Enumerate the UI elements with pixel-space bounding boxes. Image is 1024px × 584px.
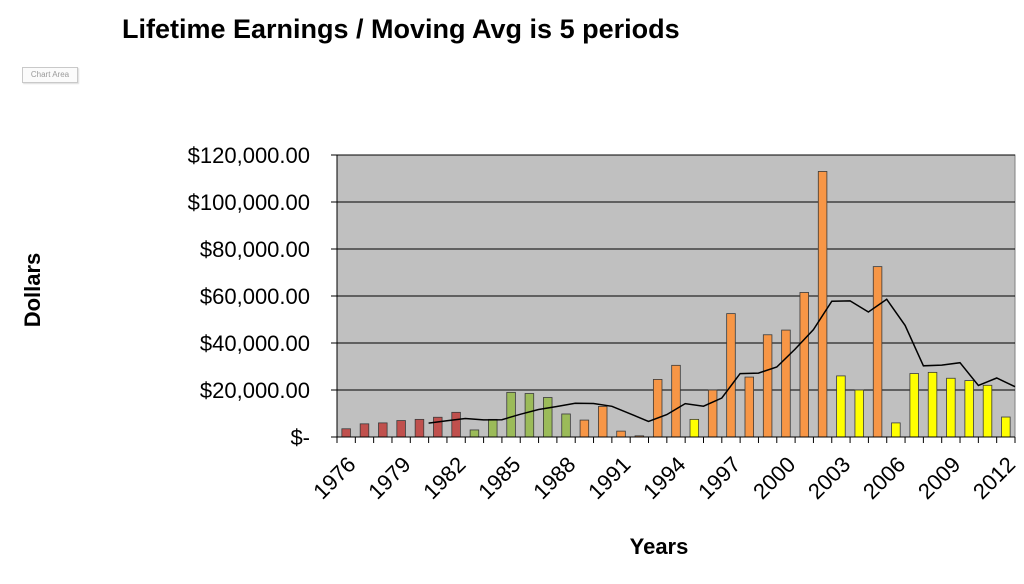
bar-1976 xyxy=(341,428,351,438)
x-tick-label-2000: 2000 xyxy=(748,452,800,504)
x-tick-label-1982: 1982 xyxy=(418,452,470,504)
bar-2000 xyxy=(781,329,791,438)
bar-2004 xyxy=(854,389,864,438)
x-tick-label-1997: 1997 xyxy=(693,452,745,504)
y-tick-label-5: $100,000.00 xyxy=(188,190,310,215)
bar-1978 xyxy=(378,422,388,438)
y-tick-label-4: $80,000.00 xyxy=(200,237,310,262)
y-tick-label-3: $60,000.00 xyxy=(200,284,310,309)
x-tick-label-2009: 2009 xyxy=(913,452,965,504)
bar-1999 xyxy=(762,334,773,438)
bar-1982 xyxy=(451,411,461,438)
bar-2011 xyxy=(982,384,993,438)
y-tick-labels: $- $20,000.00 $40,000.00 $60,000.00 $80,000.… xyxy=(188,143,310,450)
bar-2012 xyxy=(1001,416,1011,438)
chart-title: Lifetime Earnings / Moving Avg is 5 peri… xyxy=(122,14,680,44)
x-tick-label-1985: 1985 xyxy=(473,452,525,504)
x-tick-label-2012: 2012 xyxy=(968,452,1020,504)
bar-2009 xyxy=(946,377,956,438)
x-tick-label-2006: 2006 xyxy=(858,452,910,504)
bar-1990 xyxy=(597,406,608,438)
x-tick-label-1991: 1991 xyxy=(583,452,635,504)
y-tick-label-2: $40,000.00 xyxy=(200,331,310,356)
bar-2010 xyxy=(964,380,974,438)
x-tick-label-2003: 2003 xyxy=(803,452,855,504)
bar-1983 xyxy=(469,429,480,438)
bar-1989 xyxy=(579,419,590,438)
bar-1985 xyxy=(506,391,516,438)
bar-2005 xyxy=(872,266,883,438)
bar-1988 xyxy=(561,413,571,438)
bar-2007 xyxy=(909,373,919,438)
bar-1977 xyxy=(359,423,370,438)
bar-2003 xyxy=(836,375,846,438)
axes xyxy=(331,154,1016,443)
y-tick-label-1: $20,000.00 xyxy=(200,378,310,403)
bar-1996 xyxy=(707,389,718,438)
x-tick-label-1976: 1976 xyxy=(308,452,360,504)
bar-1993 xyxy=(652,379,663,438)
bar-2002 xyxy=(817,171,828,438)
moving-average-line xyxy=(428,298,1016,424)
bar-1984 xyxy=(488,418,498,438)
bar-2006 xyxy=(891,422,901,438)
bar-1995 xyxy=(689,418,700,438)
bar-1987 xyxy=(543,397,553,438)
x-axis-label: Years xyxy=(630,534,689,559)
y-tick-label-6: $120,000.00 xyxy=(188,143,310,168)
bar-1998 xyxy=(744,376,755,438)
x-tick-label-1988: 1988 xyxy=(528,452,580,504)
bar-1986 xyxy=(524,393,535,438)
bar-1997 xyxy=(726,313,736,438)
x-tick-label-1979: 1979 xyxy=(363,452,415,504)
bar-1979 xyxy=(396,420,406,438)
bar-2008 xyxy=(927,371,938,438)
bar-2001 xyxy=(799,292,809,438)
x-tick-label-1994: 1994 xyxy=(638,452,690,504)
x-tick-labels: 1976 1979 1982 1985 1988 1991 1994 1997 2000 2003… xyxy=(308,452,1020,504)
bar-1980 xyxy=(414,418,425,438)
chart-area-tag[interactable]: Chart Area xyxy=(22,67,78,83)
y-tick-label-0: $- xyxy=(290,425,310,450)
bar-1981 xyxy=(433,416,443,438)
bar-1994 xyxy=(671,364,681,438)
bar-1991 xyxy=(616,430,626,438)
bars xyxy=(341,171,1011,438)
y-axis-label: Dollars xyxy=(20,253,45,328)
